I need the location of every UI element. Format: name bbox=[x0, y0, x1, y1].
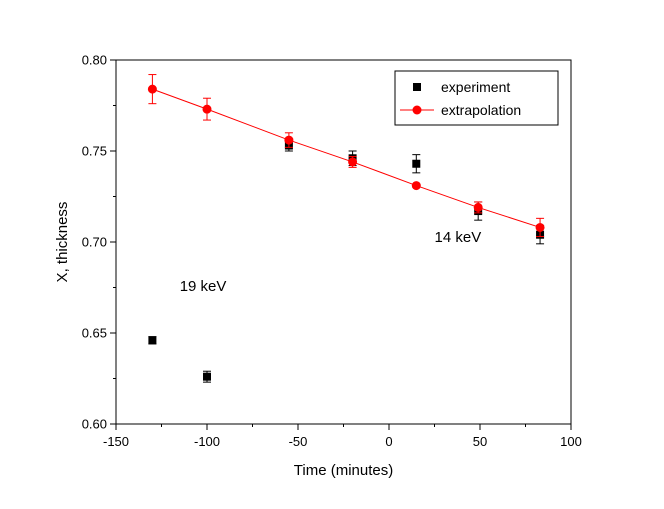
legend: experiment extrapolation bbox=[394, 70, 559, 126]
experiment-point bbox=[412, 159, 421, 168]
series-experiment bbox=[148, 139, 545, 383]
extrapolation-point bbox=[147, 84, 157, 94]
y-tick-label: 0.80 bbox=[82, 53, 107, 68]
extrapolation-point bbox=[202, 104, 212, 114]
x-tick-label: -50 bbox=[289, 434, 308, 449]
y-tick-label: 0.70 bbox=[82, 235, 107, 250]
x-tick-label: 0 bbox=[385, 434, 392, 449]
experiment-point bbox=[203, 372, 211, 381]
experiment-point bbox=[148, 336, 157, 345]
x-ticks: -150 -100 -50 0 50 100 bbox=[103, 424, 582, 449]
x-tick-label: 50 bbox=[473, 434, 487, 449]
x-tick-label: 100 bbox=[560, 434, 582, 449]
extrapolation-point bbox=[411, 181, 421, 191]
extrapolation-point bbox=[348, 157, 358, 167]
legend-marker-experiment bbox=[413, 83, 421, 91]
legend-label-experiment: experiment bbox=[441, 79, 510, 95]
y-tick-label: 0.75 bbox=[82, 144, 107, 159]
annotation-label: 14 keV bbox=[435, 229, 482, 246]
y-ticks: 0.60 0.65 0.70 0.75 0.80 bbox=[82, 53, 116, 432]
extrapolation-point bbox=[473, 202, 483, 212]
annotation-label: 19 keV bbox=[180, 278, 227, 295]
extrapolation-point bbox=[535, 222, 545, 232]
y-tick-label: 0.65 bbox=[82, 326, 107, 341]
series-layer bbox=[147, 74, 545, 383]
series-extrapolation bbox=[147, 74, 545, 238]
x-tick-label: -150 bbox=[103, 434, 129, 449]
legend-marker-extrapolation bbox=[412, 105, 422, 115]
y-tick-label: 0.60 bbox=[82, 417, 107, 432]
y-axis-title: X, thickness bbox=[54, 202, 71, 283]
x-axis-title: Time (minutes) bbox=[294, 462, 393, 479]
extrapolation-point bbox=[284, 135, 294, 145]
legend-label-extrapolation: extrapolation bbox=[441, 102, 521, 118]
annotations: 19 keV 14 keV bbox=[180, 229, 482, 295]
x-tick-label: -100 bbox=[194, 434, 220, 449]
legend-box bbox=[394, 70, 559, 126]
